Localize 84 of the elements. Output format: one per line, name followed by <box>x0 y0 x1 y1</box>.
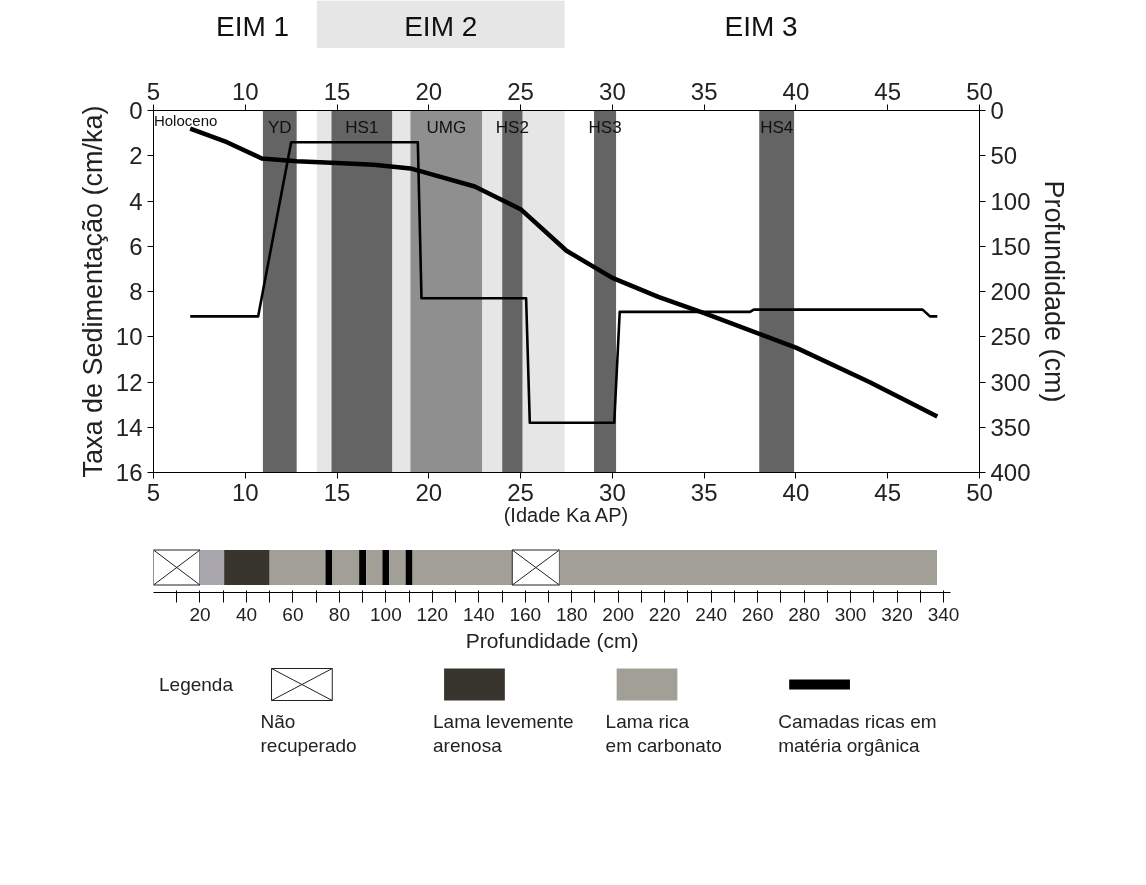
x-tick-label: 320 <box>881 603 913 625</box>
y-tick-label: 6 <box>129 232 143 260</box>
x2-tick-label: 30 <box>599 77 626 105</box>
x-tick-label: 240 <box>695 603 728 625</box>
x-tick-label: 35 <box>690 478 718 506</box>
x-tick-label: 100 <box>370 603 402 625</box>
bar <box>366 550 383 585</box>
x-tick-label: 40 <box>782 478 810 506</box>
y2-tick-label: 100 <box>990 187 1031 215</box>
x-tick-label: 120 <box>416 603 449 625</box>
y2-tick-label: 300 <box>990 368 1031 396</box>
x2-tick-label: 20 <box>415 77 443 105</box>
x-tick-label: 200 <box>602 603 635 625</box>
y-axis-title: Taxa de Sedimentação (cm/ka) <box>77 105 108 478</box>
x2-tick-label: 5 <box>146 77 161 105</box>
y-tick-label: 16 <box>115 459 143 486</box>
x-tick-label: 280 <box>788 603 820 625</box>
x-tick-label: 50 <box>966 478 993 506</box>
legend-title: Legenda <box>159 674 234 695</box>
bar <box>332 550 360 585</box>
bar <box>382 550 390 585</box>
x-tick-label: 30 <box>599 478 626 506</box>
bar <box>224 550 270 585</box>
y-tick-label: 4 <box>129 187 143 215</box>
bar <box>325 550 333 585</box>
x-tick-label: 40 <box>235 603 258 625</box>
x2-tick-label: 25 <box>507 77 534 105</box>
bar <box>405 550 413 585</box>
y-tick-label: 8 <box>129 278 143 305</box>
x-axis-title: Profundidade (cm) <box>465 628 639 652</box>
band-label: YD <box>267 117 292 137</box>
bar <box>199 550 225 585</box>
bar <box>269 550 326 585</box>
x-tick-label: 160 <box>509 603 542 625</box>
x-tick-label: 80 <box>328 603 350 625</box>
y2-tick-label: 200 <box>990 278 1031 305</box>
legend-label: Lama rica em carbonato <box>605 710 722 756</box>
x-tick-label: 20 <box>189 603 211 625</box>
band-label: UMG <box>426 117 467 137</box>
x2-tick-label: 50 <box>966 77 993 105</box>
y-tick-label: 14 <box>115 413 143 441</box>
bar <box>359 550 367 585</box>
legend-label: Não recuperado <box>260 710 357 756</box>
x-tick-label: 45 <box>874 478 902 506</box>
x-tick-label: 340 <box>927 603 960 625</box>
y2-tick-label: 250 <box>990 323 1031 351</box>
x-tick-label: 5 <box>146 478 161 506</box>
x-tick-label: 300 <box>834 603 867 625</box>
x-tick-label: 260 <box>741 603 774 625</box>
x-tick-label: 15 <box>323 478 351 506</box>
x-tick-label: 140 <box>462 603 495 625</box>
y-tick-label: 2 <box>129 142 143 170</box>
x-tick-label: 10 <box>231 478 259 506</box>
legend-label: Lama levemente arenosa <box>433 710 574 756</box>
x2-tick-label: 40 <box>782 77 810 105</box>
band-label: EIM 2 <box>404 11 478 43</box>
bar <box>412 550 513 585</box>
x-tick-label: 25 <box>507 478 534 506</box>
y-tick-label: 10 <box>115 323 143 351</box>
y-tick-label: 12 <box>115 368 143 396</box>
x2-tick-label: 15 <box>323 77 351 105</box>
x-tick-label: 20 <box>415 478 443 506</box>
y2-tick-label: 150 <box>990 232 1031 260</box>
y2-tick-label: 350 <box>990 413 1031 441</box>
y2-tick-label: 50 <box>990 142 1018 170</box>
band-label: HS4 <box>760 117 794 137</box>
annotation: Holoceno <box>153 111 218 129</box>
x2-tick-label: 45 <box>874 77 902 105</box>
y2-tick-label: 400 <box>990 459 1031 486</box>
x-tick-label: 220 <box>648 603 681 625</box>
x-axis-title: (Idade Ka AP) <box>503 503 629 526</box>
text: EIM 1 <box>216 11 290 43</box>
text: EIM 3 <box>724 11 798 43</box>
x-tick-label: 60 <box>282 603 304 625</box>
bar <box>559 550 938 585</box>
y2-tick-label: 0 <box>990 97 1004 124</box>
x2-tick-label: 35 <box>690 77 718 105</box>
bar <box>389 550 406 585</box>
y2-axis-title: Profundidade (cm) <box>1038 180 1069 403</box>
legend-label: Camadas ricas em matéria orgânica <box>778 710 937 756</box>
y-tick-label: 0 <box>129 97 143 124</box>
x-tick-label: 180 <box>555 603 588 625</box>
band-label: HS1 <box>345 117 379 137</box>
x2-tick-label: 10 <box>231 77 259 105</box>
